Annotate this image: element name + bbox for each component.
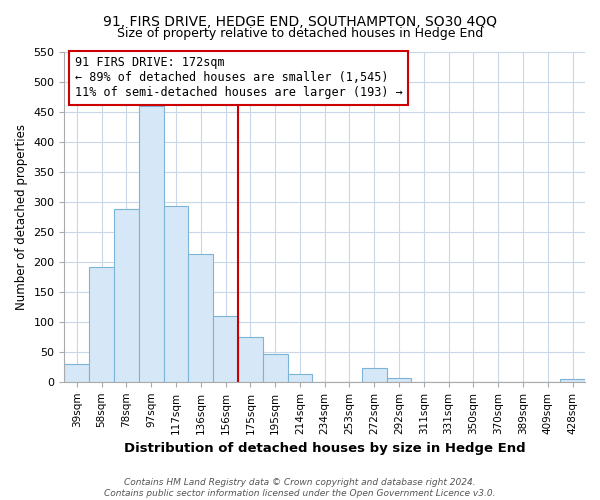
Bar — [64, 364, 89, 382]
Bar — [188, 254, 213, 382]
Y-axis label: Number of detached properties: Number of detached properties — [15, 124, 28, 310]
Bar — [362, 368, 386, 382]
Bar — [164, 206, 188, 382]
Text: 91 FIRS DRIVE: 172sqm
← 89% of detached houses are smaller (1,545)
11% of semi-d: 91 FIRS DRIVE: 172sqm ← 89% of detached … — [75, 56, 403, 100]
Text: 91, FIRS DRIVE, HEDGE END, SOUTHAMPTON, SO30 4QQ: 91, FIRS DRIVE, HEDGE END, SOUTHAMPTON, … — [103, 15, 497, 29]
Text: Size of property relative to detached houses in Hedge End: Size of property relative to detached ho… — [117, 28, 483, 40]
Bar — [114, 209, 139, 382]
Bar — [213, 316, 238, 382]
Bar — [287, 374, 313, 382]
X-axis label: Distribution of detached houses by size in Hedge End: Distribution of detached houses by size … — [124, 442, 526, 455]
Bar — [386, 378, 412, 382]
Text: Contains HM Land Registry data © Crown copyright and database right 2024.
Contai: Contains HM Land Registry data © Crown c… — [104, 478, 496, 498]
Bar — [139, 106, 164, 382]
Bar — [238, 338, 263, 382]
Bar — [89, 266, 114, 382]
Bar — [560, 379, 585, 382]
Bar — [263, 354, 287, 382]
